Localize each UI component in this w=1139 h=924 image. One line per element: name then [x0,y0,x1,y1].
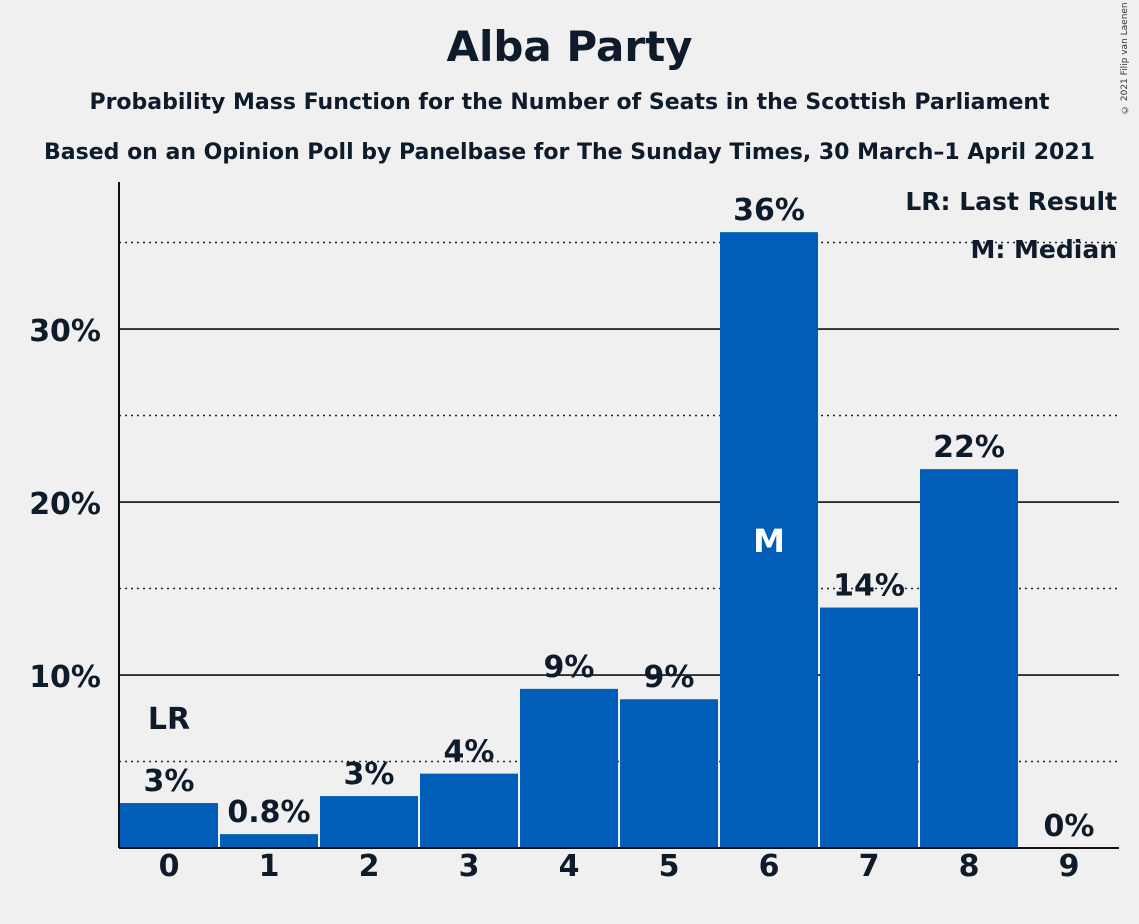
data-label: 3% [144,764,195,799]
x-tick-label: 5 [659,849,680,884]
data-label: 0% [1044,809,1095,844]
bar [920,469,1018,848]
bar [620,699,718,848]
axes: 10% 20% 30% 0 1 2 3 4 5 6 7 8 9 [29,182,1119,884]
bar [820,607,918,848]
x-tick-label: 8 [959,849,980,884]
x-tick-label: 3 [459,849,480,884]
x-tick-label: 2 [359,849,380,884]
bar [520,688,618,848]
legend-entry: M: Median [970,235,1117,264]
bar [320,796,418,848]
y-tick-label: 20% [29,487,101,522]
y-tick-label: 10% [29,660,101,695]
x-tick-label: 1 [259,849,280,884]
x-tick-label: 6 [759,849,780,884]
legend: LR: Last Result M: Median [905,187,1117,264]
median-marker: M [753,522,785,560]
data-label: 4% [444,735,495,770]
chart-title: Alba Party [446,22,693,71]
data-label: 3% [344,757,395,792]
x-tick-label: 7 [859,849,880,884]
bar [420,773,518,848]
x-tick-label: 0 [159,849,180,884]
bars [120,232,1018,848]
bar [120,803,218,848]
data-label: 14% [833,569,905,604]
data-label: 0.8% [227,795,310,830]
last-result-marker: LR [148,702,190,737]
legend-entry: LR: Last Result [905,187,1117,216]
bar [220,834,318,848]
data-label: 9% [644,660,695,695]
data-label: 9% [544,650,595,685]
x-tick-label: 4 [559,849,580,884]
data-label: 22% [933,430,1005,465]
data-label: 36% [733,193,805,228]
bar [720,232,818,848]
value-labels: 3% LR 0.8% 3% 4% 9% 9% 36% M 14% 22% 0% [144,193,1095,844]
chart-subtitle-source: Based on an Opinion Poll by Panelbase fo… [44,140,1095,165]
y-tick-label: 30% [29,314,101,349]
x-tick-label: 9 [1059,849,1080,884]
chart-subtitle: Probability Mass Function for the Number… [89,90,1050,115]
